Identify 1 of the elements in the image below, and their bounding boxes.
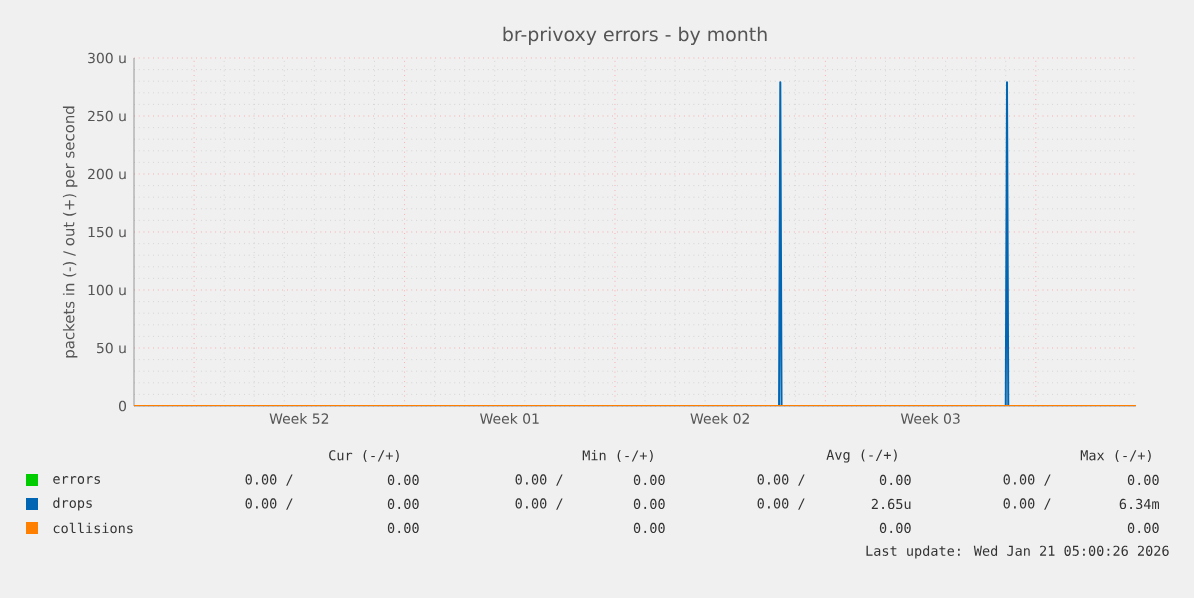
chart-title: br-privoxy errors - by month — [503, 26, 767, 45]
